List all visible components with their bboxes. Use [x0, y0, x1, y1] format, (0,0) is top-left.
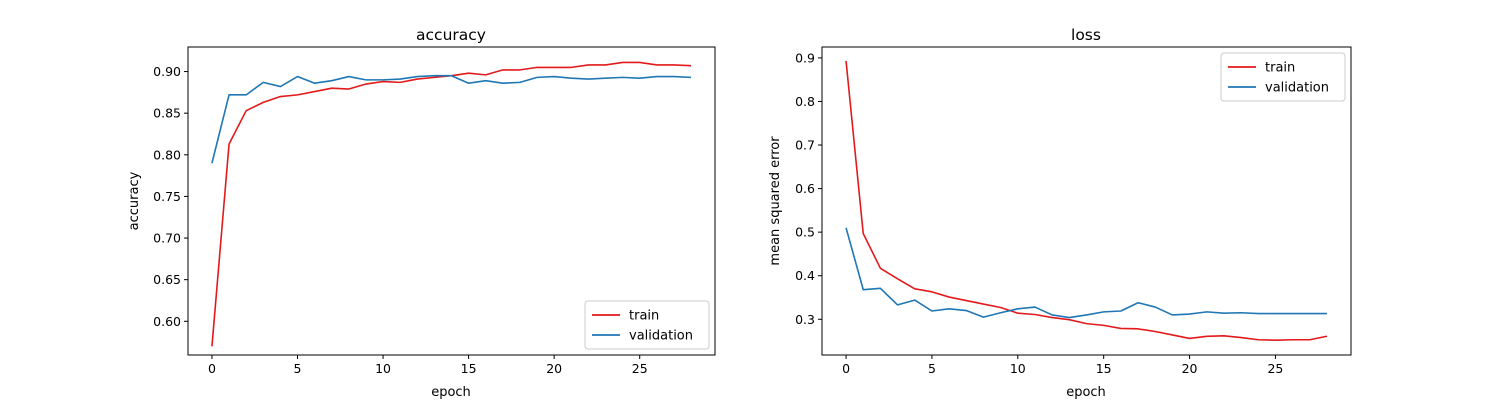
legend-box [1220, 52, 1346, 102]
x-tick-label: 0 [208, 361, 216, 376]
legend-label-train: train [629, 309, 659, 324]
y-tick-label: 0.8 [795, 94, 815, 109]
accuracy-chart: accuracy 0 5 10 15 20 250.600.650.700.750.800… [127, 26, 716, 400]
x-tick-label: 20 [546, 361, 562, 376]
y-tick-label: 0.80 [153, 147, 181, 162]
series-line-validation [211, 74, 692, 164]
y-tick-label: 0.9 [795, 50, 815, 65]
y-tick-label: 0.3 [795, 312, 815, 327]
ticks: 0 5 10 15 20 25 0.60 0.65 0.70 0.75 0.80 0.85 0.90 [153, 64, 648, 376]
y-tick-label: 0.90 [153, 64, 181, 79]
y-tick-label: 0.65 [153, 272, 181, 287]
x-tick-label: 25 [632, 361, 648, 376]
legend-label-validation: validation [629, 329, 693, 344]
y-tick-label: 0.7 [795, 138, 815, 153]
x-tick-label: 0 [842, 361, 850, 376]
series-lines [845, 60, 1328, 341]
y-tick-label: 0.85 [153, 106, 181, 121]
y-tick-label: 0.5 [795, 225, 815, 240]
legend-box [584, 300, 710, 350]
y-tick-label: 0.6 [795, 181, 815, 196]
series-line-train [845, 60, 1328, 341]
x-tick-label: 15 [1096, 361, 1112, 376]
legend: train validation [1220, 52, 1346, 102]
loss-chart: loss 0 5 10 15 20 25 0.3 0.4 0.5 0.6 0.7 0.8 0.9 epo… [768, 26, 1352, 400]
series-line-validation [845, 227, 1327, 319]
x-axis-label: epoch [431, 385, 471, 400]
y-tick-label: 0.70 [153, 231, 181, 246]
y-tick-label: 0.60 [153, 314, 181, 329]
x-tick-label: 25 [1267, 361, 1283, 376]
ticks: 0 5 10 15 20 25 0.3 0.4 0.5 0.6 0.7 0.8 0.9 [795, 50, 1283, 376]
plot-frame [821, 46, 1352, 356]
x-tick-label: 10 [1010, 361, 1026, 376]
x-tick-label: 20 [1182, 361, 1198, 376]
y-tick-label: 0.75 [153, 189, 181, 204]
x-tick-label: 10 [375, 361, 391, 376]
y-axis-label: accuracy [127, 171, 142, 230]
chart-title: loss [1071, 26, 1101, 44]
series-lines [211, 61, 692, 347]
legend-label-validation: validation [1265, 81, 1329, 96]
y-axis-label: mean squared error [768, 136, 783, 266]
y-tick-label: 0.4 [795, 268, 815, 283]
legend: train validation [584, 300, 710, 350]
x-tick-label: 5 [294, 361, 302, 376]
plot-frame [187, 46, 716, 356]
chart-title: accuracy [416, 26, 486, 44]
x-tick-label: 5 [928, 361, 936, 376]
legend-label-train: train [1265, 61, 1295, 76]
x-tick-label: 15 [461, 361, 477, 376]
x-axis-label: epoch [1066, 385, 1106, 400]
